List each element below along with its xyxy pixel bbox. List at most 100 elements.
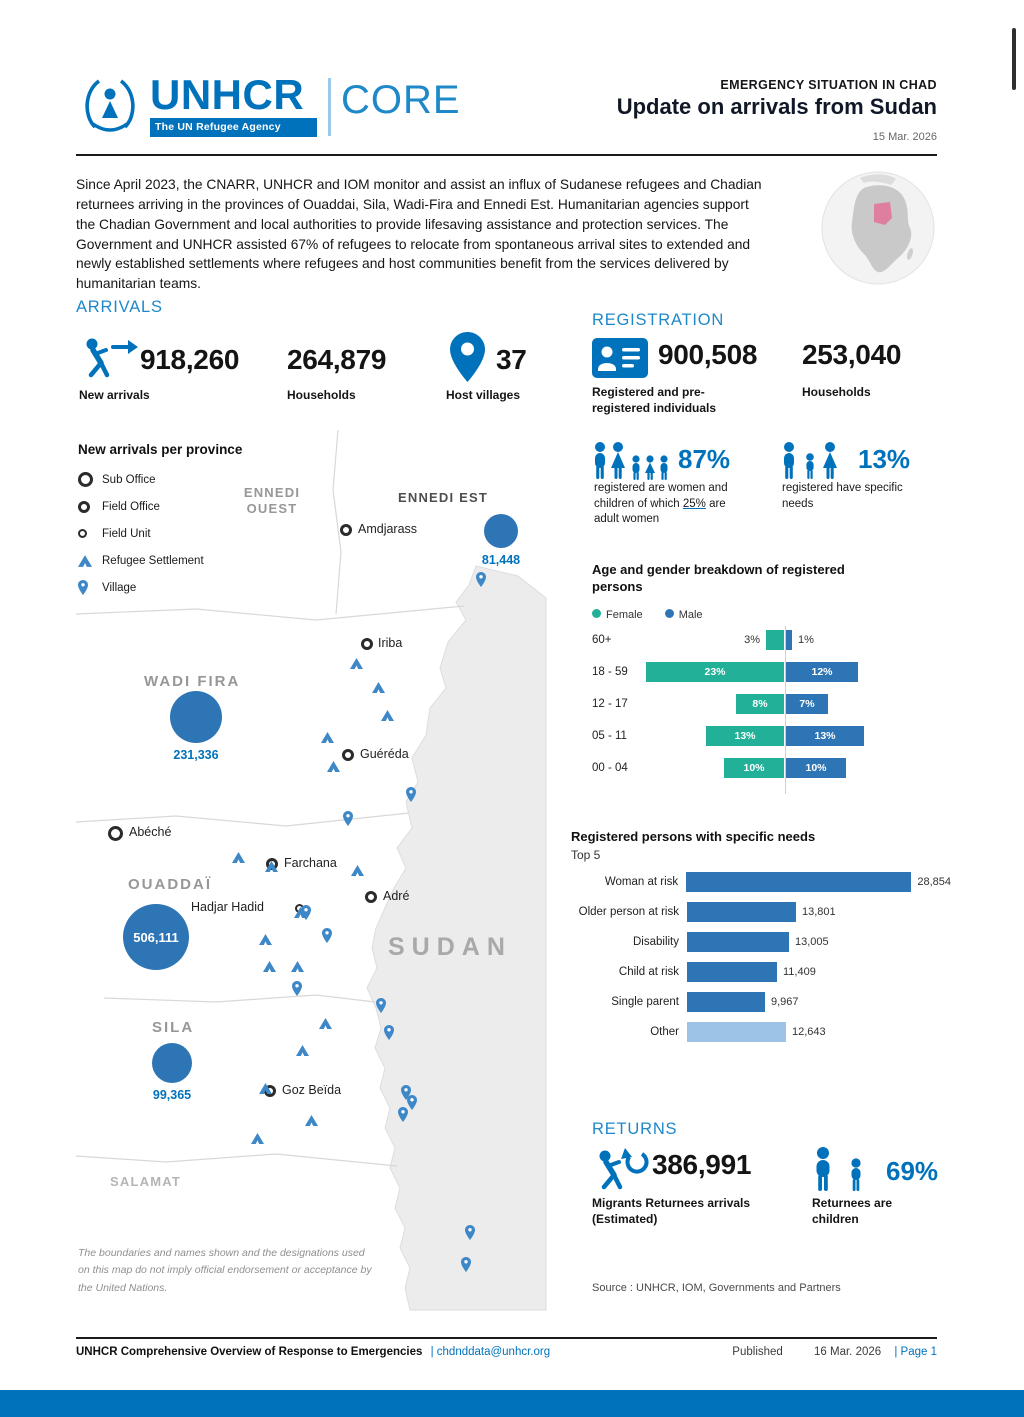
age-row-00-04: 00 - 04 10% 10% bbox=[592, 758, 940, 778]
female-pct-label: 3% bbox=[744, 634, 760, 646]
town-label-hadjar-hadid: Hadjar Hadid bbox=[191, 900, 264, 914]
needs-value: 11,409 bbox=[783, 966, 816, 978]
refugee-settlement-icon bbox=[232, 852, 245, 863]
needs-row-disability: Disability 13,005 bbox=[571, 932, 951, 952]
field-unit-icon bbox=[78, 529, 87, 538]
refugee-settlement-icon bbox=[265, 861, 278, 872]
female-pct-label: 8% bbox=[752, 698, 768, 710]
village-pin-icon bbox=[407, 1095, 417, 1110]
male-zone: 12% bbox=[785, 662, 940, 682]
women-children-percent: 87% bbox=[678, 444, 731, 474]
arrivals-heading: ARRIVALS bbox=[76, 298, 163, 316]
needs-row-child-at-risk: Child at risk 11,409 bbox=[571, 962, 951, 982]
village-pin-icon bbox=[461, 1257, 471, 1272]
needs-bar bbox=[686, 872, 912, 892]
legend-item-male: Male bbox=[664, 609, 703, 621]
logo-brand-core: CORE bbox=[341, 78, 461, 122]
bar-female: 10% bbox=[724, 758, 784, 778]
refugee-settlement-icon bbox=[350, 658, 363, 669]
legend-item-field-office: Field Office bbox=[78, 493, 204, 520]
office-marker-amdjarass bbox=[340, 524, 352, 536]
town-label-adr: Adré bbox=[383, 889, 410, 903]
bar-male bbox=[786, 630, 792, 650]
province-label-ennedi-ouest: ENNEDI OUEST bbox=[243, 485, 301, 517]
province-value-wadi-fira: 231,336 bbox=[173, 748, 219, 762]
village-pin-icon bbox=[384, 1025, 394, 1040]
needs-chart-title: Registered persons with specific needs bbox=[571, 829, 816, 844]
new-arrivals-label: New arrivals bbox=[79, 388, 150, 402]
age-label: 60+ bbox=[592, 634, 612, 646]
new-arrivals-icon bbox=[86, 338, 138, 378]
needs-value: 28,854 bbox=[917, 876, 951, 888]
refugee-settlement-icon bbox=[327, 761, 340, 772]
needs-label: Disability bbox=[632, 936, 679, 948]
logo-tagline: The UN Refugee Agency bbox=[150, 118, 317, 137]
legend-item-village: Village bbox=[78, 574, 204, 601]
age-row-05-11: 05 - 11 13% 13% bbox=[592, 726, 940, 746]
footer-published-label: Published bbox=[732, 1346, 783, 1358]
footer-email-link[interactable]: | chdnddata@unhcr.org bbox=[430, 1346, 551, 1358]
age-pyramid-chart: 60+ 3% 1% 18 - 59 23% 12% 12 - 17 8% 7% 05 - 11 13… bbox=[592, 626, 940, 794]
footer-title: UNHCR Comprehensive Overview of Response… bbox=[76, 1346, 423, 1358]
village-pin-icon bbox=[406, 787, 416, 802]
chad-locator-globe bbox=[821, 171, 935, 285]
returnees-children-percent: 69% bbox=[886, 1156, 939, 1186]
male-zone: 7% bbox=[785, 694, 940, 714]
bar-male: 7% bbox=[786, 694, 828, 714]
adult-child-icon bbox=[816, 1147, 861, 1191]
needs-chart-subtitle: Top 5 bbox=[571, 848, 601, 862]
village-pin-icon bbox=[343, 811, 353, 826]
logo-acronym: UNHCR bbox=[150, 71, 305, 118]
source-line: Source : UNHCR, IOM, Governments and Par… bbox=[592, 1282, 841, 1294]
refugee-settlement-icon bbox=[78, 554, 102, 567]
age-label: 00 - 04 bbox=[592, 762, 628, 774]
unhcr-emblem-icon bbox=[85, 79, 135, 132]
women-text-underlined: 25% bbox=[682, 497, 706, 510]
arrival-households-value: 264,879 bbox=[287, 344, 387, 375]
legend-label: Refugee Settlement bbox=[102, 554, 204, 567]
needs-label: Other bbox=[650, 1026, 679, 1038]
age-chart-legend: Female Male bbox=[592, 609, 703, 621]
refugee-settlement-icon bbox=[305, 1115, 318, 1126]
footer-left: UNHCR Comprehensive Overview of Response… bbox=[76, 1346, 550, 1358]
registered-households-value: 253,040 bbox=[802, 339, 902, 370]
female-pct-label: 13% bbox=[734, 730, 756, 742]
id-card-icon bbox=[592, 338, 648, 378]
refugee-settlement-icon bbox=[381, 710, 394, 721]
legend-item-sub-office: Sub Office bbox=[78, 466, 204, 493]
needs-bar bbox=[687, 902, 796, 922]
host-villages-pin-icon bbox=[450, 332, 485, 382]
returnees-children-label: Returnees are children bbox=[812, 1196, 893, 1226]
needs-row-single-parent: Single parent 9,967 bbox=[571, 992, 951, 1012]
province-bubble-ouadda bbox=[123, 904, 189, 970]
legend-male-label: Male bbox=[678, 609, 703, 621]
footer-published-date: 16 Mar. 2026 bbox=[814, 1346, 882, 1358]
province-label-salamat: SALAMAT bbox=[110, 1174, 181, 1189]
arrivals-map: New arrivals per province Sub Office Fie… bbox=[76, 430, 576, 1320]
needs-label: Woman at risk bbox=[604, 876, 679, 888]
needs-row-older-person-at-risk: Older person at risk 13,801 bbox=[571, 902, 951, 922]
bar-female: 23% bbox=[646, 662, 784, 682]
needs-bar bbox=[687, 962, 777, 982]
bar-male: 13% bbox=[786, 726, 864, 746]
refugee-settlement-icon bbox=[351, 865, 364, 876]
needs-label: Child at risk bbox=[618, 966, 679, 978]
office-marker-adr bbox=[365, 891, 377, 903]
specific-needs-text: registered have specific needs bbox=[782, 482, 903, 510]
logo-divider bbox=[328, 78, 331, 136]
scrollbar-thumb[interactable] bbox=[1012, 28, 1016, 90]
refugee-settlement-icon bbox=[259, 934, 272, 945]
footer-rule bbox=[76, 1337, 937, 1339]
province-bubble-wadi-fira bbox=[170, 691, 222, 743]
legend-dot-male bbox=[664, 609, 674, 618]
legend-item-refugee-settlement: Refugee Settlement bbox=[78, 547, 204, 574]
office-marker-ab-ch bbox=[108, 826, 123, 841]
women-text-after: are adult women bbox=[594, 497, 726, 526]
women-children-text: registered are women and children of whi… bbox=[594, 481, 748, 528]
sudan-area-shape bbox=[366, 565, 547, 1311]
returns-heading: RETURNS bbox=[592, 1120, 678, 1138]
specific-needs-chart: Woman at risk 28,854 Older person at risk 1… bbox=[571, 872, 951, 1052]
map-title: New arrivals per province bbox=[78, 442, 243, 457]
arrival-households-label: Households bbox=[287, 388, 356, 402]
town-label-gu-r-da: Guéréda bbox=[360, 747, 409, 761]
